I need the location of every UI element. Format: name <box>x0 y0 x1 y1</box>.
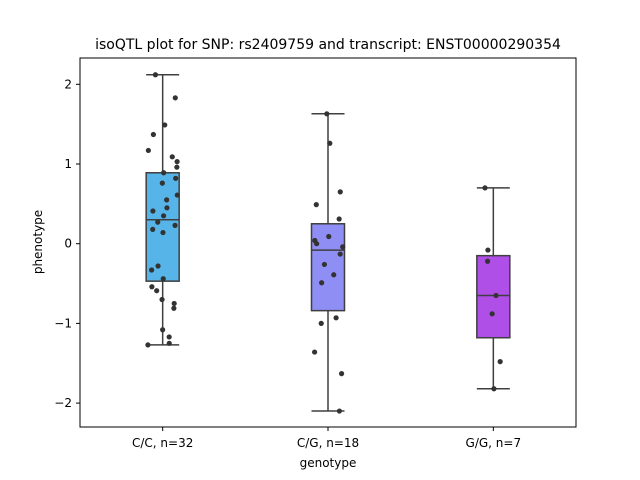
data-point <box>172 95 178 101</box>
data-point <box>491 386 497 392</box>
data-point <box>160 276 166 282</box>
data-point <box>169 154 175 160</box>
data-point <box>340 244 346 250</box>
data-point <box>164 205 170 211</box>
y-tick-label: 1 <box>64 157 72 171</box>
data-point <box>149 284 155 290</box>
x-tick-label: C/C, n=32 <box>132 436 193 450</box>
data-point <box>338 371 345 377</box>
data-point <box>155 263 161 269</box>
data-point <box>155 219 161 225</box>
data-point <box>160 229 166 236</box>
data-point <box>160 327 166 333</box>
data-point <box>162 122 168 128</box>
data-point <box>145 147 151 154</box>
x-tick-label: C/G, n=18 <box>297 436 359 450</box>
data-point <box>314 241 320 247</box>
data-point <box>166 334 172 340</box>
plot-area: −2 −1 0 1 2 C/C, n=32 C/G, n=18 G/G, n=7 <box>54 57 577 450</box>
data-point <box>150 226 156 232</box>
data-point <box>174 192 180 198</box>
data-point <box>326 233 332 240</box>
iqr-box <box>476 254 511 339</box>
x-axis-label: genotype <box>300 456 357 470</box>
data-point <box>331 272 337 278</box>
data-point <box>327 140 333 146</box>
data-point <box>174 159 180 165</box>
box-group <box>310 111 346 414</box>
box-group <box>476 185 511 392</box>
data-point <box>150 208 156 214</box>
data-point <box>319 280 325 286</box>
data-point <box>324 111 330 117</box>
data-point <box>166 340 172 346</box>
data-point <box>337 251 343 257</box>
data-point <box>154 288 160 294</box>
data-point <box>336 408 343 414</box>
data-point <box>145 342 151 348</box>
data-point <box>173 175 179 181</box>
data-point <box>171 305 177 311</box>
y-tick-label: 0 <box>64 237 72 251</box>
data-point <box>161 170 167 176</box>
data-point <box>311 349 318 355</box>
data-point <box>159 296 165 303</box>
data-point <box>313 202 319 208</box>
x-tick-label: G/G, n=7 <box>466 436 522 450</box>
data-point <box>160 213 167 219</box>
data-point <box>336 216 342 222</box>
data-point <box>485 247 491 253</box>
y-tick-label: −1 <box>54 316 72 330</box>
y-axis-label: phenotype <box>31 210 45 274</box>
chart-title: isoQTL plot for SNP: rs2409759 and trans… <box>95 37 561 53</box>
data-point <box>333 315 339 321</box>
data-point <box>159 180 165 186</box>
data-point <box>482 185 488 191</box>
data-point <box>497 359 503 365</box>
data-point <box>337 189 343 195</box>
data-point <box>152 72 159 78</box>
data-point <box>489 311 495 317</box>
data-point <box>150 131 156 138</box>
data-point <box>174 164 180 170</box>
data-point <box>172 222 178 228</box>
data-point <box>484 258 491 264</box>
box-group <box>145 72 180 348</box>
data-point <box>318 320 324 326</box>
data-point <box>321 261 328 268</box>
data-point <box>171 300 177 307</box>
data-point <box>493 292 499 299</box>
y-tick-label: 2 <box>64 77 72 91</box>
y-tick-label: −2 <box>54 396 72 410</box>
data-point <box>149 267 155 273</box>
data-point <box>164 197 170 203</box>
